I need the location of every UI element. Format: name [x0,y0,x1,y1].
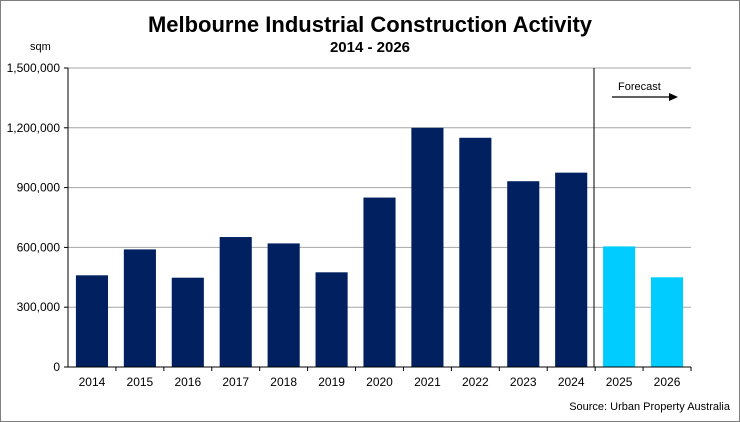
bar-2019 [315,272,348,367]
x-tick-label-2025: 2025 [606,375,633,389]
bar-2018 [267,243,300,367]
bar-2025 [603,246,636,367]
x-tick-label-2014: 2014 [79,375,106,389]
x-tick-label-2017: 2017 [222,375,249,389]
bar-2015 [123,249,156,367]
bars [75,127,684,367]
y-tick-labels: 0 300,000 600,000 900,000 1,200,000 1,500,000 [7,61,68,374]
x-tick-label-2018: 2018 [270,375,297,389]
x-tick-label-2019: 2019 [318,375,345,389]
x-tick-label-2020: 2020 [366,375,393,389]
y-tick-label: 300,000 [17,300,61,314]
x-tick-label-2021: 2021 [414,375,441,389]
x-tick-label-2023: 2023 [510,375,537,389]
bar-2014 [75,275,109,367]
x-tick-label-2024: 2024 [558,375,585,389]
y-tick-label: 600,000 [17,240,61,254]
chart-title: Melbourne Industrial Construction Activi… [148,12,593,37]
x-tick-label-2016: 2016 [174,375,201,389]
forecast-arrow-icon [669,93,678,101]
x-tick-label-2026: 2026 [654,375,681,389]
x-tick-labels: 2014 2015 2016 2017 2018 2019 2020 2021 2022 2023… [79,367,692,389]
source-note: Source: Urban Property Australia [569,401,731,413]
y-tick-label: 900,000 [17,181,61,195]
bar-2016 [171,277,204,367]
bar-2020 [363,197,396,367]
forecast-annotation: Forecast [618,81,661,93]
bar-2022 [459,137,492,367]
chart-subtitle: 2014 - 2026 [330,39,410,56]
bar-2017 [219,237,252,367]
x-tick-label-2022: 2022 [462,375,489,389]
y-tick-label: 1,500,000 [7,61,61,75]
y-tick-label: 0 [53,360,60,374]
y-axis-label: sqm [30,41,51,53]
bar-2026 [650,277,684,367]
bar-2021 [411,127,444,367]
bar-2024 [555,172,588,367]
x-tick-label-2015: 2015 [127,375,154,389]
y-tick-label: 1,200,000 [7,121,61,135]
bar-2023 [507,181,540,367]
